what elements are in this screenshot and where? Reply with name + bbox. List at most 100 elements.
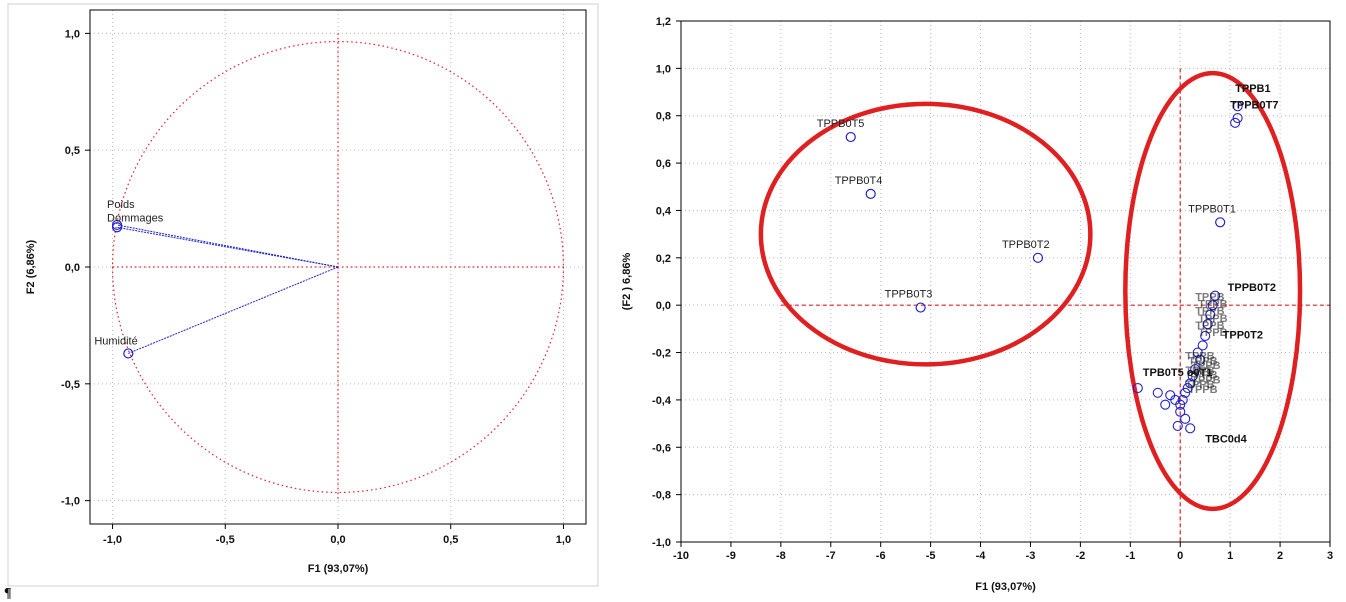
score-point: [1197, 340, 1208, 351]
overlap-label: TPPB: [1185, 351, 1214, 363]
x-tick-label: -1: [1125, 550, 1135, 562]
correlation-circle-chart: -1,0 -0,5 0,0 0,5 1,0 1,0 0,5 0,0 -0,5 -1,0 F1 (93…: [7, 3, 599, 587]
loading-vector: [116, 226, 339, 268]
x-tick-label: 3: [1327, 550, 1333, 562]
plot-frame: [680, 20, 1331, 543]
score-point: [1165, 390, 1176, 401]
overlap-label: TPPB: [1185, 379, 1214, 391]
y-tick-label: -0,6: [652, 442, 671, 454]
point-label: Humidité: [94, 335, 137, 347]
y-tick-label: 1,0: [656, 63, 671, 75]
score-point: [1152, 387, 1163, 398]
y-tick-label: 1,2: [656, 16, 671, 28]
y-tick-label: 0,0: [656, 300, 671, 312]
score-point: [1180, 387, 1191, 398]
overlap-label: TPPB: [1198, 327, 1227, 339]
score-point: [1032, 252, 1044, 263]
cluster-ellipse: [758, 101, 1093, 367]
score-point: [1185, 378, 1196, 389]
score-point: [1192, 347, 1203, 358]
x-tick-label: -10: [673, 550, 689, 562]
score-point: [1215, 217, 1226, 228]
y-tick-label: 0,2: [656, 253, 671, 265]
score-point: [1177, 394, 1188, 405]
cluster-label: TPP0T2: [1223, 329, 1263, 341]
x-tick-label: -6: [876, 550, 886, 562]
overlap-label: TPPB: [1195, 320, 1224, 332]
score-point: [1207, 300, 1218, 311]
score-point: [1232, 101, 1243, 112]
point-label: Dommages: [107, 212, 164, 224]
paragraph-mark: ¶: [4, 586, 12, 601]
y-tick-label: -1,0: [61, 496, 80, 508]
loading-point: [111, 222, 123, 233]
y-tick-label: -0,4: [652, 395, 672, 407]
y-axis-label: (F2 ) 6,86%: [621, 253, 633, 311]
figure-frame: [7, 3, 599, 587]
y-tick-label: 0,6: [656, 158, 671, 170]
score-point: [1172, 420, 1183, 432]
x-axis-label: F1 (93,07%): [308, 563, 369, 575]
x-tick-label: 0,5: [443, 534, 458, 546]
score-point: [1160, 399, 1171, 410]
y-tick-label: 0,8: [656, 111, 671, 123]
score-point: [1190, 364, 1201, 375]
point-label: TPPB0T1: [1188, 203, 1236, 215]
x-tick-label: 1,0: [556, 534, 571, 546]
score-point: [1210, 290, 1221, 301]
y-tick-label: 0,0: [65, 262, 80, 274]
score-point: [1230, 117, 1241, 128]
score-point: [1185, 423, 1196, 434]
x-tick-label: -7: [826, 550, 836, 562]
y-tick-label: -0,2: [652, 348, 671, 360]
score-point: [865, 188, 876, 199]
x-tick-label: -0,5: [216, 534, 235, 546]
y-tick-label: -1,0: [652, 537, 671, 549]
x-tick-label: 0,0: [330, 534, 345, 546]
x-tick-label: 1: [1227, 550, 1233, 562]
x-axis-label: F1 (93,07%): [975, 581, 1036, 593]
x-tick-label: -5: [926, 550, 936, 562]
cluster-label: TPPB0T7: [1230, 100, 1278, 112]
score-point: [1202, 319, 1213, 330]
point-label: TPPB0T3: [885, 289, 933, 301]
cluster-ellipse: [1123, 70, 1303, 512]
score-point: [915, 302, 926, 313]
x-tick-label: 2: [1277, 550, 1283, 562]
x-tick-label: -3: [1026, 550, 1036, 562]
x-tick-label: -4: [976, 550, 987, 562]
point-label: Poids: [107, 199, 135, 211]
y-tick-label: -0,5: [61, 379, 80, 391]
overlap-label: TPPB: [1198, 299, 1227, 311]
y-tick-label: 0,4: [656, 205, 672, 217]
overlap-label: TPPB: [1198, 313, 1227, 325]
score-point: [845, 131, 856, 143]
y-tick-label: 1,0: [65, 28, 80, 40]
x-tick-label: -9: [726, 550, 736, 562]
cluster-label: TPPB0T2: [1228, 282, 1276, 294]
cluster-label: TPPB1: [1235, 83, 1270, 95]
point-label: TPPB0T2: [1002, 239, 1050, 251]
overlap-label: TPPB: [1195, 291, 1224, 303]
score-point: [1132, 383, 1143, 394]
score-point: [1205, 309, 1216, 320]
score-point: [1175, 406, 1186, 417]
score-point: [1195, 354, 1206, 365]
overlap-label: TPPB: [1185, 365, 1214, 377]
y-tick-label: 0,5: [65, 145, 80, 157]
point-label: TPPB0T4: [835, 175, 883, 187]
point-label: TPPB0T5: [817, 118, 865, 130]
overlap-label: TPPB: [1188, 355, 1217, 367]
loading-point: [123, 348, 134, 359]
overlap-label: TPPB: [1195, 306, 1224, 318]
loading-vector: [128, 266, 339, 354]
overlap-label: TPPB: [1191, 374, 1220, 386]
overlap-label: TPPB: [1188, 384, 1217, 396]
score-point: [1232, 113, 1243, 124]
x-tick-label: -8: [776, 550, 786, 562]
y-axis-label: F2 (6,86%): [25, 239, 37, 294]
overlap-label: TPPB: [1191, 360, 1220, 372]
score-point: [1180, 413, 1191, 424]
score-point: [1200, 330, 1211, 342]
